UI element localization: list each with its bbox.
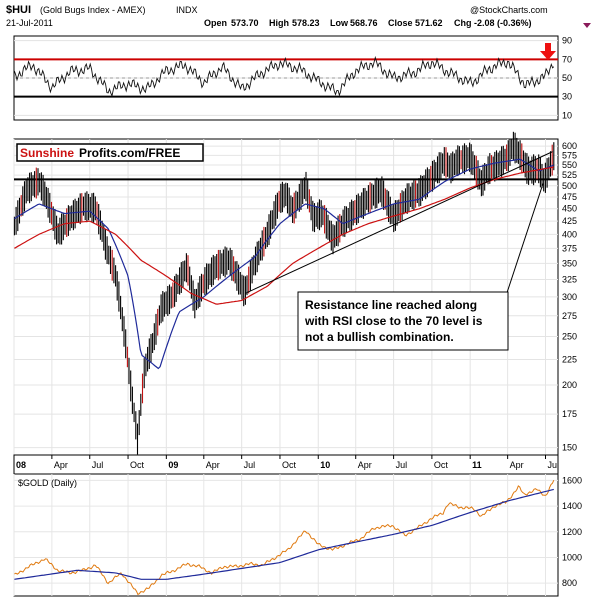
rsi-tick-label: 30 bbox=[562, 92, 572, 102]
chg-down-icon bbox=[583, 23, 591, 28]
logo-brand-sunshine: Sunshine bbox=[20, 146, 74, 160]
gold-tick-label: 800 bbox=[562, 578, 577, 588]
annotation-line-2: with RSI close to the 70 level is bbox=[304, 314, 483, 328]
open-value: 573.70 bbox=[231, 18, 259, 28]
price-tick-label: 450 bbox=[562, 204, 577, 214]
chart-index-name: (Gold Bugs Index - AMEX) bbox=[40, 5, 146, 15]
gold-panel: 800 1000 1200 1400 1600 bbox=[13, 474, 582, 596]
close-label: Close bbox=[388, 18, 413, 28]
gold-tick-label: 1400 bbox=[562, 501, 582, 511]
price-tick-label: 275 bbox=[562, 311, 577, 321]
moving-average-fast bbox=[14, 158, 555, 370]
open-label: Open bbox=[204, 18, 227, 28]
price-tick-label: 200 bbox=[562, 380, 577, 390]
price-tick-label: 175 bbox=[562, 409, 577, 419]
time-axis-label: Apr bbox=[510, 460, 524, 470]
price-tick-label: 150 bbox=[562, 443, 577, 453]
high-label: High bbox=[269, 18, 289, 28]
gold-panel-title: $GOLD (Daily) bbox=[18, 478, 77, 488]
time-axis-label: Oct bbox=[130, 460, 145, 470]
chart-watermark: @StockCharts.com bbox=[470, 5, 548, 15]
price-tick-label: 350 bbox=[562, 258, 577, 268]
chart-date: 21-Jul-2011 bbox=[6, 18, 53, 28]
gold-price-line bbox=[14, 479, 555, 596]
time-axis: 08 Apr Jul Oct 09 Apr Jul Oct 10 Apr Jul Oct 11 Apr Ju… bbox=[13, 454, 560, 475]
price-tick-label: 600 bbox=[562, 141, 577, 151]
price-tick-label: 500 bbox=[562, 181, 577, 191]
time-axis-label: Jul bbox=[92, 460, 104, 470]
annotation-line-1: Resistance line reached along bbox=[305, 298, 477, 312]
price-tick-label: 300 bbox=[562, 292, 577, 302]
time-axis-label: Oct bbox=[434, 460, 449, 470]
price-tick-label: 550 bbox=[562, 160, 577, 170]
low-value: 568.76 bbox=[350, 18, 378, 28]
logo-brand-profits: Profits.com/FREE bbox=[79, 146, 180, 160]
gold-tick-label: 1200 bbox=[562, 527, 582, 537]
time-axis-label: Apr bbox=[206, 460, 220, 470]
price-tick-label: 375 bbox=[562, 243, 577, 253]
time-axis-label: Oct bbox=[282, 460, 297, 470]
time-axis-label: 11 bbox=[472, 460, 482, 470]
rsi-tick-label: 50 bbox=[562, 73, 572, 83]
price-tick-label: 225 bbox=[562, 354, 577, 364]
rsi-tick-label: 70 bbox=[562, 54, 572, 64]
chart-exchange: INDX bbox=[176, 5, 198, 15]
rising-trendline bbox=[245, 151, 553, 294]
price-tick-label: 425 bbox=[562, 216, 577, 226]
price-tick-label: 400 bbox=[562, 229, 577, 239]
price-tick-label: 250 bbox=[562, 332, 577, 342]
moving-average-slow bbox=[14, 166, 554, 305]
price-panel: 150 175 200 225 250 275 300 325 350 375 400 425 450 4… bbox=[13, 131, 577, 455]
time-axis-label: Apr bbox=[54, 460, 68, 470]
time-axis-label: Jul bbox=[396, 460, 408, 470]
price-tick-label: 475 bbox=[562, 192, 577, 202]
price-tick-label: 575 bbox=[562, 150, 577, 160]
logo-box bbox=[16, 143, 204, 162]
gold-tick-label: 1600 bbox=[562, 475, 582, 485]
rsi-panel: 10 30 50 70 90 bbox=[13, 36, 572, 120]
time-axis-label: 10 bbox=[320, 460, 330, 470]
rsi-tick-label: 10 bbox=[562, 110, 572, 120]
gold-tick-label: 1000 bbox=[562, 552, 582, 562]
time-axis-label: 08 bbox=[16, 460, 26, 470]
time-axis-label: 09 bbox=[168, 460, 178, 470]
time-axis-label: Jul bbox=[548, 460, 560, 470]
close-value: 571.62 bbox=[415, 18, 443, 28]
rsi-series-line bbox=[13, 55, 555, 98]
gold-moving-average bbox=[14, 488, 554, 580]
price-tick-label: 525 bbox=[562, 170, 577, 180]
price-tick-label: 325 bbox=[562, 274, 577, 284]
annotation-text: Resistance line reached along with RSI c… bbox=[304, 298, 486, 344]
rsi-tick-label: 90 bbox=[562, 36, 572, 46]
down-arrow-icon bbox=[540, 43, 556, 60]
chg-label: Chg bbox=[454, 18, 472, 28]
chart-symbol: $HUI bbox=[6, 4, 31, 16]
annotation-pointer-line bbox=[506, 183, 544, 294]
chg-value: -2.08 (-0.36%) bbox=[474, 18, 532, 28]
time-axis-label: Jul bbox=[244, 460, 256, 470]
annotation-line-3: not a bullish combination. bbox=[305, 330, 454, 344]
annotation-box bbox=[297, 291, 509, 351]
time-axis-label: Apr bbox=[358, 460, 372, 470]
time-axis-band bbox=[13, 454, 559, 475]
low-label: Low bbox=[330, 18, 349, 28]
high-value: 578.23 bbox=[292, 18, 320, 28]
